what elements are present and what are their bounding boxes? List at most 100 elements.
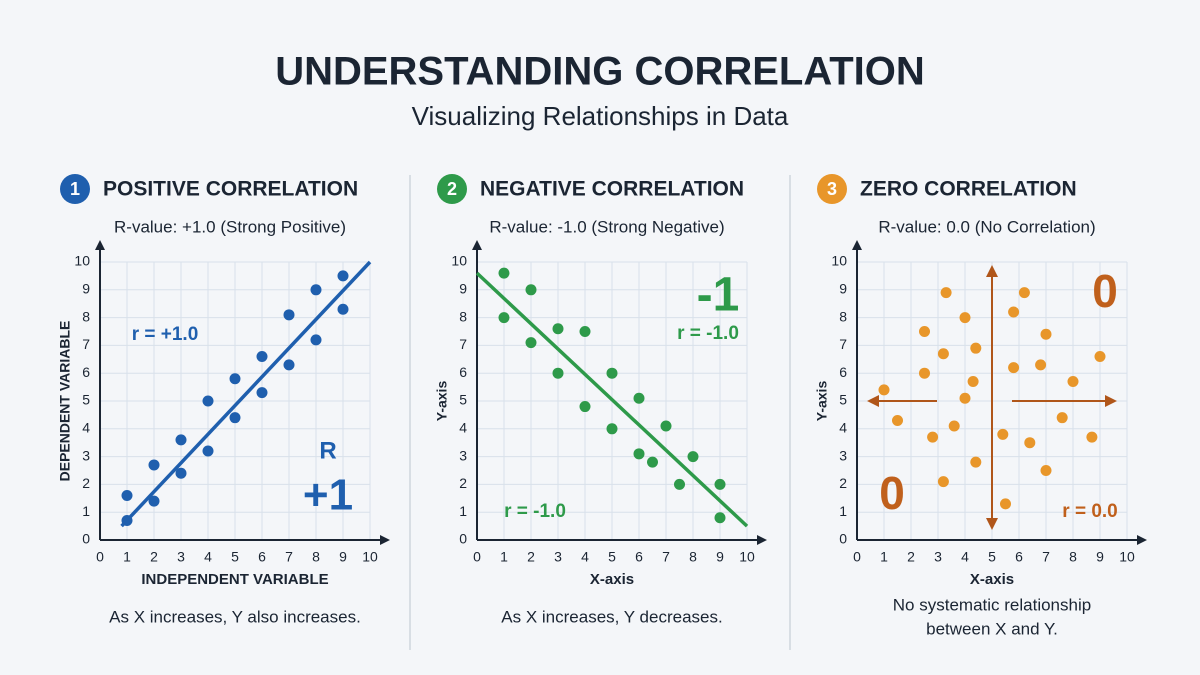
y-tick-label: 5 <box>839 392 847 408</box>
y-tick-label: 9 <box>82 281 90 297</box>
panel-heading: NEGATIVE CORRELATION <box>480 178 744 201</box>
y-tick-label: 0 <box>82 531 90 547</box>
data-point <box>310 284 322 296</box>
r-value: R-value: 0.0 (No Correlation) <box>878 217 1095 236</box>
data-point <box>552 323 564 335</box>
data-point <box>970 342 982 354</box>
y-tick-label: 10 <box>831 253 847 269</box>
x-tick-label: 2 <box>907 549 915 565</box>
y-tick-label: 9 <box>839 281 847 297</box>
y-tick-label: 6 <box>459 364 467 380</box>
data-point <box>229 412 241 424</box>
data-point <box>202 445 214 457</box>
x-tick-label: 9 <box>1096 549 1104 565</box>
y-tick-label: 0 <box>459 531 467 547</box>
data-point <box>647 456 658 468</box>
x-axis-label: INDEPENDENT VARIABLE <box>141 571 328 588</box>
data-point <box>1056 412 1068 424</box>
x-tick-label: 7 <box>662 549 670 565</box>
annotation: 0 <box>1092 265 1118 317</box>
data-point <box>674 478 685 490</box>
x-tick-label: 10 <box>362 549 378 565</box>
x-tick-label: 2 <box>527 549 535 565</box>
x-tick-label: 5 <box>988 549 996 565</box>
data-point <box>937 476 949 488</box>
annotation: +1 <box>303 471 353 520</box>
x-tick-label: 7 <box>1042 549 1050 565</box>
data-point <box>337 270 349 282</box>
crosshair <box>869 267 1115 528</box>
y-tick-label: 2 <box>459 475 467 491</box>
x-tick-label: 7 <box>285 549 293 565</box>
x-tick-label: 10 <box>1119 549 1135 565</box>
y-tick-label: 7 <box>82 336 90 352</box>
data-point <box>937 348 949 360</box>
x-tick-label: 1 <box>123 549 131 565</box>
panel-heading: ZERO CORRELATION <box>860 178 1077 201</box>
x-tick-label: 1 <box>500 549 508 565</box>
y-tick-label: 6 <box>839 364 847 380</box>
y-tick-label: 10 <box>74 253 90 269</box>
annotation: -1 <box>697 269 740 322</box>
y-tick-label: 3 <box>839 447 847 463</box>
data-point <box>1000 498 1011 510</box>
data-point <box>148 459 160 471</box>
y-tick-label: 6 <box>82 364 90 380</box>
data-point <box>552 367 564 379</box>
number-badge <box>817 174 847 204</box>
x-tick-label: 8 <box>689 549 697 565</box>
r-value: R-value: +1.0 (Strong Positive) <box>114 217 346 236</box>
panel-number: 3 <box>827 179 837 199</box>
y-tick-label: 3 <box>82 447 90 463</box>
caption: No systematic relationship <box>893 595 1091 614</box>
page-title: UNDERSTANDING CORRELATION <box>275 50 925 94</box>
x-tick-label: 3 <box>554 549 562 565</box>
y-tick-label: 2 <box>82 475 90 491</box>
x-tick-label: 5 <box>231 549 239 565</box>
r-value: R-value: -1.0 (Strong Negative) <box>489 217 724 236</box>
data-point <box>970 456 982 468</box>
data-point <box>283 309 295 321</box>
data-point <box>878 384 890 396</box>
y-tick-label: 8 <box>839 308 847 324</box>
y-axis-label: Y-axis <box>434 381 450 422</box>
panel-number: 2 <box>447 179 457 199</box>
data-point <box>121 490 133 502</box>
data-point <box>967 376 979 388</box>
data-point <box>927 431 939 443</box>
y-tick-label: 4 <box>839 420 847 436</box>
data-point <box>1024 437 1036 449</box>
caption: between X and Y. <box>926 619 1058 638</box>
y-tick-label: 9 <box>459 281 467 297</box>
data-point <box>687 451 699 463</box>
x-tick-label: 3 <box>934 549 942 565</box>
panel-heading: POSITIVE CORRELATION <box>103 178 358 201</box>
y-tick-label: 4 <box>82 420 90 436</box>
y-tick-label: 4 <box>459 420 467 436</box>
y-tick-label: 1 <box>839 503 847 519</box>
data-point <box>229 373 241 385</box>
x-tick-label: 4 <box>204 549 212 565</box>
data-point <box>959 392 971 404</box>
x-tick-label: 0 <box>853 549 861 565</box>
x-tick-label: 10 <box>739 549 755 565</box>
annotation: r = -1.0 <box>677 323 739 344</box>
data-point <box>606 367 618 379</box>
data-point <box>1040 328 1052 340</box>
x-tick-label: 9 <box>339 549 347 565</box>
data-point <box>997 428 1009 440</box>
data-point <box>919 367 930 379</box>
data-point <box>714 512 726 524</box>
x-tick-label: 0 <box>473 549 481 565</box>
data-point <box>1086 431 1098 443</box>
trend-line <box>475 271 749 528</box>
data-point <box>175 434 187 446</box>
y-tick-label: 2 <box>839 475 847 491</box>
data-point <box>525 284 537 296</box>
data-point <box>256 351 268 363</box>
annotation: R <box>319 437 336 464</box>
x-axis-label: X-axis <box>970 571 1014 588</box>
data-point <box>579 401 591 413</box>
panel-number: 1 <box>70 179 80 199</box>
data-point <box>606 423 618 435</box>
